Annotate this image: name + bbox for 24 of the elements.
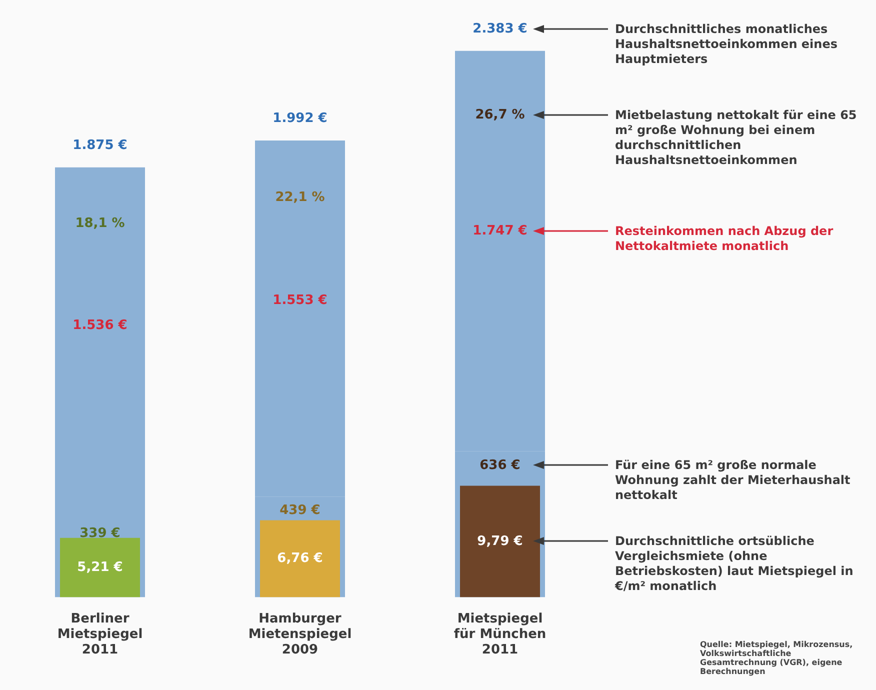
text: Durchschnittliche ortsübliche Vergleichsmiete (ohne Betriebskosten) laut Mietspiegel in €/m² monatlich bbox=[615, 534, 854, 594]
total-label: 2.383 € bbox=[472, 21, 528, 36]
text: Mietbelastung nettokalt für eine 65 m² große Wohnung bei einem durchschnittlichen Haushaltsnettoeinkommen bbox=[615, 108, 858, 168]
data-label: 9,79 € bbox=[477, 534, 523, 549]
data-label: 1.747 € bbox=[472, 224, 528, 239]
text: Durchschnittliches monatliches Haushaltsnettoeinkommen eines Hauptmieters bbox=[615, 22, 838, 67]
total-label: 1.992 € bbox=[272, 110, 328, 126]
data-label: 439 € bbox=[280, 502, 320, 518]
annotation: 22,1 % bbox=[275, 190, 325, 205]
data-label: 5,21 € bbox=[77, 560, 123, 575]
x-tick-label: Mietspiegel für München 2011 bbox=[454, 611, 546, 658]
data-label: 6,76 € bbox=[277, 551, 323, 566]
annotation: 18,1 % bbox=[75, 216, 125, 232]
annotation: 26,7 % bbox=[475, 107, 525, 122]
data-label: 1.553 € bbox=[272, 293, 328, 308]
total-label: 1.875 € bbox=[72, 138, 128, 153]
x-tick-label: Berliner Mietspiegel 2011 bbox=[57, 611, 143, 658]
x-tick-label: Hamburger Mietenspiegel 2009 bbox=[248, 611, 352, 658]
data-label: 339 € bbox=[80, 526, 120, 541]
text: Für eine 65 m² große normale Wohnung zahlt der Mieterhaushalt nettokalt bbox=[615, 458, 852, 504]
source-note: Quelle: Mietspiegel, Mikrozensus, Volkswirtschaftliche Gesamtrechnung (VGR), eigene Berechnungen bbox=[700, 640, 854, 676]
data-label: 636 € bbox=[480, 458, 520, 473]
text: Resteinkommen nach Abzug der Nettokaltmiete monatlich bbox=[615, 224, 834, 254]
data-label: 1.536 € bbox=[72, 318, 128, 334]
